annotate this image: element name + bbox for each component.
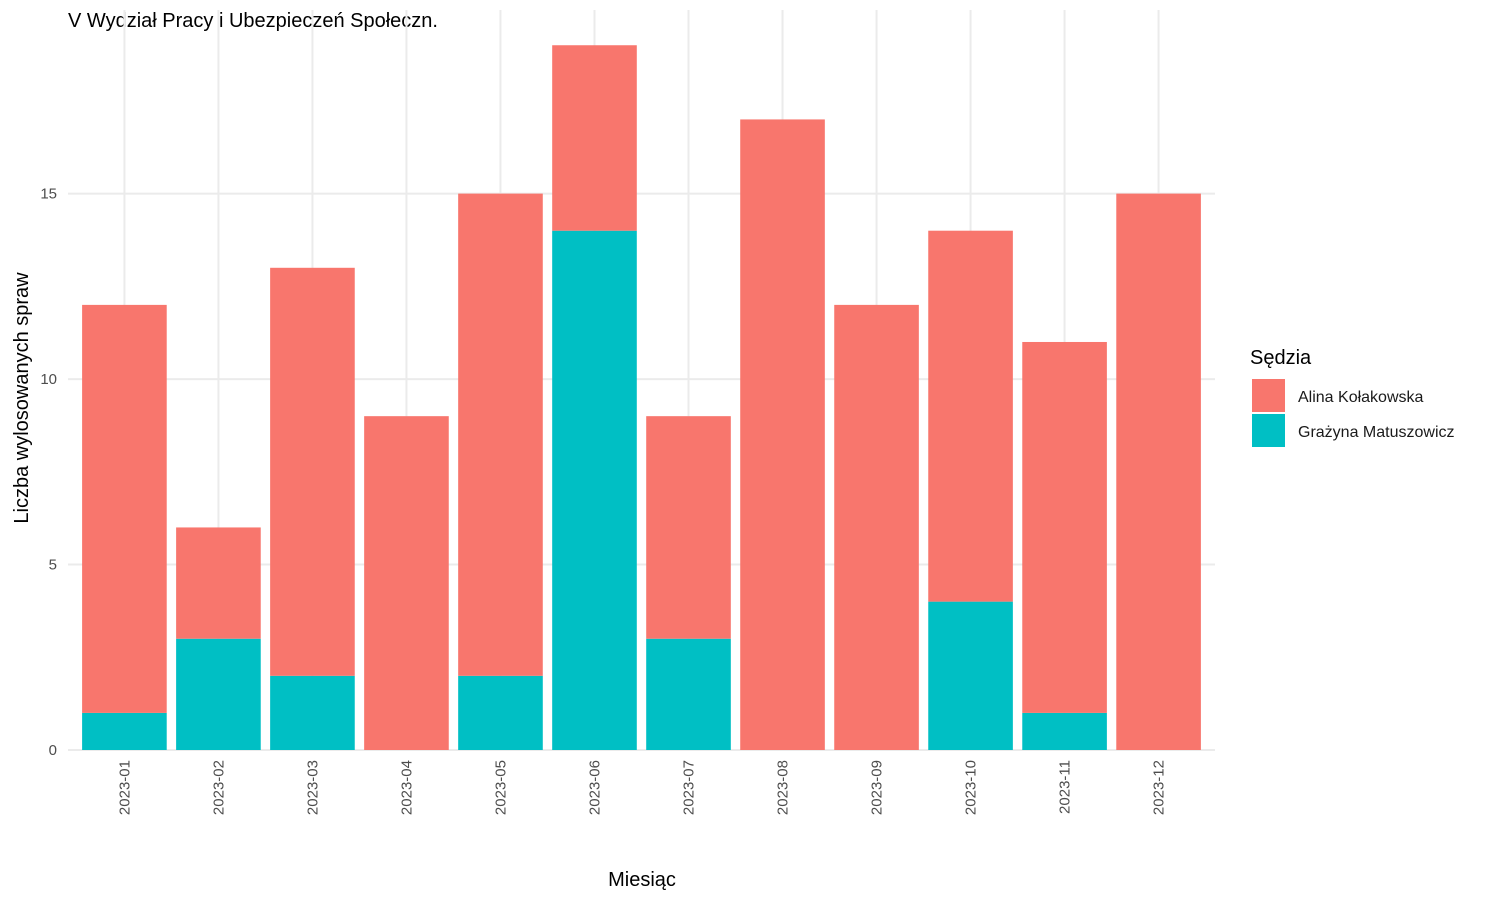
y-tick-label: 15 <box>40 186 57 203</box>
bar-segment-2023-11-grażyna <box>1022 712 1107 750</box>
bar-segment-2023-02-grażyna <box>176 638 261 750</box>
bar-segment-2023-05-alina <box>458 193 543 676</box>
bar-segment-2023-05-grażyna <box>458 675 543 750</box>
bar-segment-2023-07-alina <box>646 416 731 639</box>
bar-segment-2023-10-alina <box>928 230 1013 602</box>
bar-segment-2023-06-grażyna <box>552 230 637 750</box>
x-tick-label: 2023-08 <box>775 760 792 815</box>
x-tick-label: 2023-07 <box>681 760 698 815</box>
x-tick-label: 2023-04 <box>398 760 415 815</box>
y-tick-label: 10 <box>40 371 57 388</box>
x-tick-label: 2023-01 <box>116 760 133 815</box>
x-tick-label: 2023-06 <box>586 760 603 815</box>
x-tick-label: 2023-03 <box>304 760 321 815</box>
x-tick-labels: 2023-01 2023-02 2023-03 2023-04 2023-05 2023-… <box>116 760 1167 815</box>
y-axis-title: Liczba wylosowanych spraw <box>11 272 33 524</box>
bar-segment-2023-11-alina <box>1022 341 1107 713</box>
x-tick-label: 2023-10 <box>963 760 980 815</box>
legend-swatch <box>1252 379 1285 412</box>
legend-label: Grażyna Matuszowicz <box>1298 424 1455 441</box>
bar-segment-2023-06-alina <box>552 45 637 231</box>
y-tick-label: 0 <box>49 742 57 759</box>
x-tick-label: 2023-11 <box>1057 760 1074 814</box>
bars <box>82 45 1201 751</box>
x-tick-label: 2023-02 <box>210 760 227 815</box>
bar-segment-2023-07-grażyna <box>646 638 731 750</box>
x-axis-title: Miesiąc <box>608 869 676 891</box>
bar-segment-2023-10-grażyna <box>928 601 1013 750</box>
bar-segment-2023-01-grażyna <box>82 712 167 750</box>
y-tick-labels: 0 5 10 15 <box>40 186 57 759</box>
x-tick-label: 2023-12 <box>1151 760 1168 815</box>
bar-segment-2023-02-alina <box>176 527 261 639</box>
legend: Sędzia Alina Kołakowska Grażyna Matuszowi… <box>1250 347 1455 447</box>
chart-title: V Wydział Pracy i Ubezpieczeń Społeczn. <box>68 10 438 32</box>
legend-title: Sędzia <box>1250 347 1312 369</box>
bar-segment-2023-03-alina <box>270 267 355 676</box>
x-tick-label: 2023-05 <box>492 760 509 815</box>
bar-segment-2023-09-alina <box>834 304 919 750</box>
y-tick-label: 5 <box>49 557 57 574</box>
bar-segment-2023-08-alina <box>740 119 825 750</box>
legend-label: Alina Kołakowska <box>1298 389 1424 406</box>
bar-segment-2023-01-alina <box>82 304 167 713</box>
bar-segment-2023-04-alina <box>364 416 449 750</box>
legend-swatch <box>1252 414 1285 447</box>
x-tick-label: 2023-09 <box>869 760 886 815</box>
bar-segment-2023-03-grażyna <box>270 675 355 750</box>
bar-segment-2023-12-alina <box>1116 193 1201 751</box>
